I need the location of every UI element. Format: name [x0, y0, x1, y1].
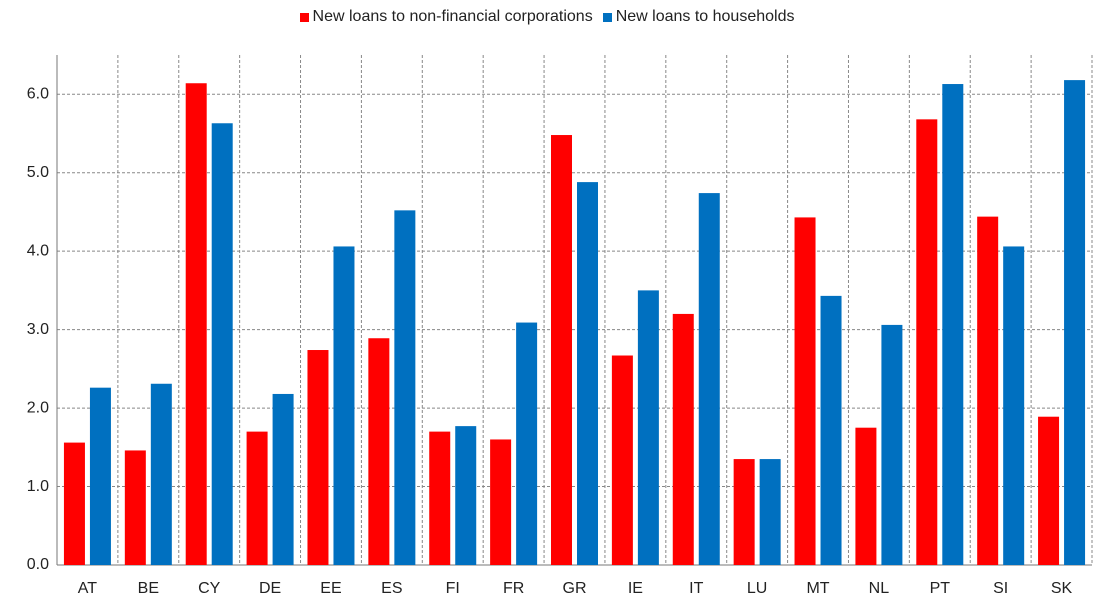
bar	[63, 442, 85, 565]
y-tick-label: 6.0	[27, 85, 49, 102]
bar	[1064, 80, 1086, 565]
y-tick-label: 5.0	[27, 164, 49, 181]
x-tick-label: FI	[446, 580, 460, 597]
legend-item: New loans to non-financial corporations	[299, 8, 593, 26]
bar	[455, 426, 477, 565]
bar	[89, 387, 111, 565]
bar	[246, 431, 268, 565]
bar	[855, 427, 877, 565]
x-tick-label: AT	[78, 580, 97, 597]
bar	[698, 193, 720, 566]
bar	[794, 217, 816, 565]
x-tick-label: CY	[198, 580, 221, 597]
bar	[577, 182, 598, 565]
bar	[733, 459, 755, 565]
x-tick-label: NL	[869, 580, 890, 597]
y-tick-label: 3.0	[27, 321, 49, 338]
bar	[272, 393, 294, 565]
x-tick-label: LU	[747, 580, 767, 597]
legend-label: New loans to non-financial corporations	[312, 8, 593, 25]
bar	[185, 83, 207, 565]
y-tick-label: 0.0	[27, 556, 49, 573]
legend-item: New loans to households	[602, 8, 795, 26]
bar	[820, 295, 842, 565]
bar	[394, 210, 416, 565]
x-tick-label: IT	[689, 580, 703, 597]
x-tick-label: FR	[503, 580, 524, 597]
bar	[672, 313, 694, 565]
bar	[916, 119, 938, 565]
bar	[516, 322, 538, 565]
legend: New loans to non-financial corporations N…	[0, 8, 1094, 26]
bar	[942, 84, 964, 566]
bar	[637, 290, 659, 565]
x-tick-label: ES	[381, 580, 402, 597]
x-tick-label: PT	[930, 580, 951, 597]
bar	[211, 123, 233, 565]
y-tick-label: 1.0	[27, 478, 49, 495]
bar	[368, 338, 390, 565]
x-tick-label: GR	[563, 580, 587, 597]
bar	[1003, 246, 1025, 565]
bar	[977, 216, 999, 565]
bar	[307, 350, 329, 565]
x-tick-label: SI	[993, 580, 1008, 597]
legend-label: New loans to households	[615, 8, 795, 25]
x-tick-label: DE	[259, 580, 281, 597]
y-tick-label: 4.0	[27, 242, 49, 259]
x-tick-label: EE	[320, 580, 341, 597]
x-tick-label: IE	[628, 580, 643, 597]
x-tick-label: MT	[806, 580, 829, 597]
bar	[429, 431, 451, 565]
bar	[611, 355, 633, 565]
bar	[1038, 416, 1060, 565]
bar	[551, 135, 572, 565]
bar	[881, 324, 903, 565]
x-tick-label: BE	[138, 580, 159, 597]
legend-swatch	[299, 12, 309, 22]
y-tick-label: 2.0	[27, 399, 49, 416]
bar	[124, 450, 146, 565]
legend-swatch	[602, 12, 612, 22]
bar	[333, 246, 355, 565]
bar	[150, 383, 172, 565]
x-tick-label: SK	[1051, 580, 1073, 597]
bar	[490, 439, 512, 565]
bar	[759, 459, 781, 565]
